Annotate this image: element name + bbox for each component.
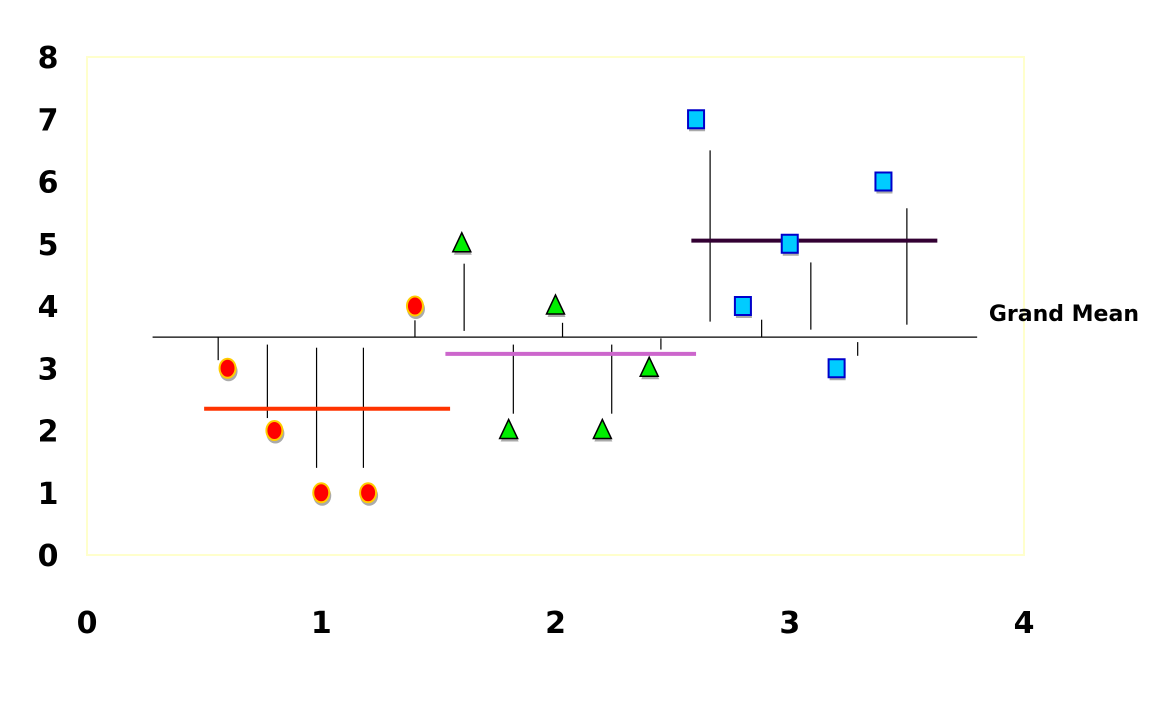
square-marker (874, 171, 893, 192)
data-point-square (733, 296, 752, 318)
data-point-circle (312, 482, 332, 506)
data-point-triangle (639, 355, 660, 380)
x-tick-label: 3 (779, 606, 800, 641)
data-point-square (687, 109, 706, 132)
y-tick-label: 6 (38, 166, 59, 201)
x-tick-label: 1 (311, 606, 332, 641)
y-tick-label: 0 (38, 539, 59, 574)
x-axis-tick-labels: 0 1 2 3 4 (77, 606, 1035, 641)
circle-marker (405, 295, 424, 317)
data-point-triangle (545, 293, 566, 317)
y-tick-label: 3 (38, 352, 59, 387)
square-marker (687, 109, 706, 130)
triangle-marker (498, 417, 519, 440)
circle-marker (265, 420, 284, 441)
x-tick-label: 4 (1014, 606, 1035, 641)
circle-marker (312, 482, 331, 504)
y-tick-label: 8 (38, 41, 59, 76)
x-tick-label: 2 (545, 606, 566, 641)
data-point-square (827, 358, 846, 381)
data-point-circle (359, 482, 379, 506)
x-tick-label: 0 (77, 606, 98, 641)
y-tick-label: 1 (38, 477, 59, 512)
data-point-circle (265, 420, 285, 444)
data-point-triangle (592, 417, 613, 442)
y-tick-label: 5 (38, 228, 59, 263)
data-point-triangle (498, 417, 519, 442)
y-axis-tick-labels: 0 1 2 3 4 5 6 7 8 (38, 41, 59, 574)
triangle-marker (451, 230, 472, 253)
data-point-circle (405, 295, 425, 319)
data-points (218, 109, 893, 506)
data-point-circle (218, 357, 238, 382)
data-point-square (874, 171, 893, 194)
triangle-marker (592, 417, 613, 440)
data-point-triangle (451, 230, 472, 255)
y-tick-label: 7 (38, 103, 59, 138)
square-marker (827, 358, 846, 379)
circle-marker (218, 357, 237, 379)
grand-mean-label: Grand Mean (989, 302, 1139, 327)
deviation-lines (217, 150, 908, 468)
group-mean-lines (204, 238, 938, 411)
triangle-marker (639, 355, 660, 377)
triangle-marker (545, 293, 566, 315)
y-tick-label: 4 (38, 290, 59, 325)
square-marker (780, 233, 799, 254)
data-point-square (780, 233, 799, 256)
circle-marker (359, 482, 378, 504)
square-marker (733, 296, 752, 316)
y-tick-label: 2 (38, 415, 59, 450)
